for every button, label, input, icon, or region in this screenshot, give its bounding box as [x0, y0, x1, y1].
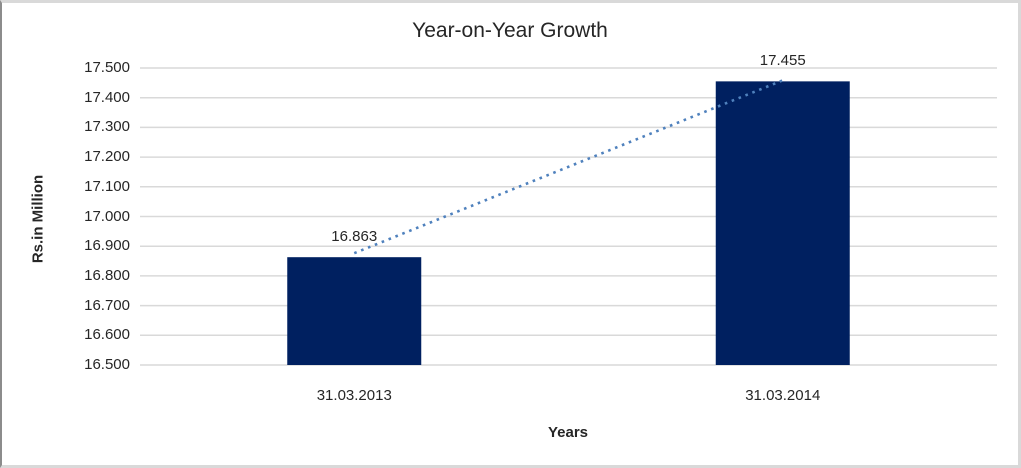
y-tick-label: 16.900	[84, 237, 130, 255]
bar	[715, 81, 850, 366]
y-tick-label: 17.200	[84, 148, 130, 166]
trendline	[353, 79, 784, 255]
y-tick-label: 17.000	[84, 207, 130, 225]
x-axis-title: Years	[547, 424, 589, 441]
x-category-label: 31.03.2014	[745, 387, 821, 404]
x-category-label: 31.03.2013	[316, 387, 392, 404]
bar-data-label: 17.455	[759, 52, 806, 70]
y-tick-label: 17.300	[84, 118, 130, 136]
y-tick-label: 17.100	[84, 177, 130, 195]
y-tick-label: 16.500	[84, 356, 130, 373]
y-tick-label: 17.500	[84, 59, 130, 76]
plot-area	[140, 67, 997, 366]
y-tick-label: 16.800	[84, 266, 130, 284]
y-tick-label: 16.600	[84, 326, 130, 344]
bar-data-label: 16.863	[331, 228, 378, 246]
chart-title: Year-on-Year Growth	[412, 19, 608, 42]
y-tick-label: 16.700	[84, 296, 130, 314]
bar	[287, 257, 422, 365]
y-tick-label: 17.400	[84, 88, 130, 106]
